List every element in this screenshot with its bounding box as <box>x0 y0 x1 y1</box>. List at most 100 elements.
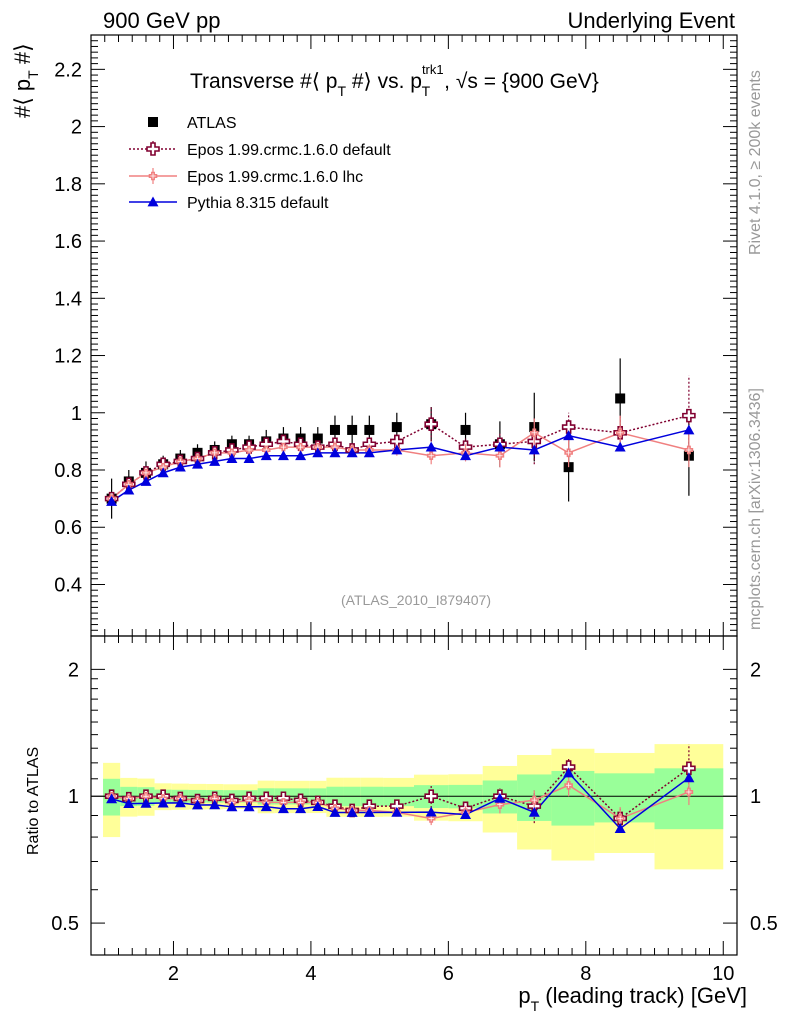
y-tick-label: 2 <box>71 117 82 139</box>
ratio-pythia-point <box>260 801 272 812</box>
ratio-pythia-point <box>460 809 472 820</box>
ratio-pythia-point <box>226 801 238 812</box>
pythia-point <box>295 450 307 461</box>
legend: ATLAS Epos 1.99.crmc.1.6.0 default Epos 1.… <box>129 115 391 212</box>
legend-pythia-marker <box>147 196 159 207</box>
epos-lhc-point <box>684 445 694 455</box>
pythia-point <box>174 461 186 472</box>
atlas-point <box>312 433 323 444</box>
ratio-epos-lhc-point <box>426 814 436 823</box>
pythia-point <box>528 444 540 455</box>
ratio-epos-default-point <box>424 789 438 804</box>
mcplots-label: mcplots.cern.ch [arXiv:1306.3436] <box>747 388 764 630</box>
x-tick-label: 2 <box>168 963 179 985</box>
atlas-point <box>329 424 340 435</box>
epos-lhc-point <box>296 442 305 452</box>
pythia-point <box>106 495 118 506</box>
x-tick-label: 8 <box>580 963 591 985</box>
epos-lhc-point <box>426 451 436 460</box>
epos-lhc-point <box>279 442 288 452</box>
chart-title: Transverse #⟨ pT #⟩ vs. ptrk1 T, √s = {90… <box>190 62 599 99</box>
epos-lhc-point <box>615 428 625 438</box>
ratio-epos-lhc-point <box>684 787 694 797</box>
ratio-pythia-point <box>157 797 169 808</box>
epos-default-point <box>682 408 696 423</box>
ratio-epos-lhc-point <box>529 795 539 805</box>
atlas-point <box>615 393 626 404</box>
y-tick-label: 0.8 <box>54 460 82 482</box>
y-axis-label: #⟨ pT #⟩ <box>10 43 41 118</box>
pythia-point <box>260 450 272 461</box>
atlas-point <box>391 422 402 433</box>
ratio-tick-label-right: 0.5 <box>750 913 778 935</box>
pythia-point <box>329 447 341 458</box>
epos-default-point <box>561 420 576 434</box>
ratio-epos-lhc-point <box>495 800 505 809</box>
ratio-pythia-point <box>346 807 358 817</box>
ratio-pythia-point <box>329 807 341 817</box>
pythia-point <box>614 441 626 452</box>
x-tick-label: 4 <box>305 963 316 985</box>
header-left: 900 GeV pp <box>103 8 220 33</box>
pythia-point <box>277 450 289 461</box>
ratio-pythia-point <box>277 803 289 814</box>
ratio-pythia-point <box>614 823 626 833</box>
pythia-point <box>192 458 204 469</box>
atlas-point <box>347 424 358 435</box>
ratio-epos-lhc-point <box>615 814 625 823</box>
x-tick-label: 10 <box>712 963 734 985</box>
legend-epos-lhc-label: Epos 1.99.crmc.1.6.0 lhc <box>187 169 363 186</box>
ratio-pythia-point <box>209 799 221 810</box>
ratio-frame <box>90 635 738 956</box>
ratio-axis-label: Ratio to ATLAS <box>25 747 42 855</box>
pythia-point <box>209 455 221 466</box>
ratio-pythia-point <box>106 793 118 804</box>
rivet-label: Rivet 4.1.0, ≥ 200k events <box>747 70 764 255</box>
pythia-point <box>425 441 437 452</box>
ratio-tick-label-right: 1 <box>750 786 761 808</box>
epos-lhc-point <box>244 445 254 455</box>
pythia-point <box>391 444 403 455</box>
y-tick-label: 0.6 <box>54 517 82 539</box>
ratio-pythia-point <box>174 797 186 808</box>
ratio-pythia-point <box>363 807 375 817</box>
pythia-point <box>226 453 238 463</box>
ratio-pythia-point <box>528 806 540 817</box>
x-tick-label: 6 <box>443 963 454 985</box>
pythia-point <box>683 424 695 435</box>
legend-pythia-label: Pythia 8.315 default <box>187 195 329 212</box>
ratio-tick-label: 1 <box>68 786 79 808</box>
pythia-point <box>346 447 358 458</box>
epos-lhc-point <box>210 448 220 458</box>
ratio-pythia-point <box>192 799 204 810</box>
analysis-id: (ATLAS_2010_I879407) <box>341 592 491 608</box>
y-tick-label: 1.4 <box>54 288 82 310</box>
pythia-point <box>494 441 506 452</box>
pythia-point <box>363 447 375 458</box>
y-tick-label: 0.4 <box>54 574 82 596</box>
atlas-point <box>460 424 471 435</box>
ratio-tick-label-right: 2 <box>750 659 761 681</box>
epos-default-point <box>390 434 404 449</box>
y-tick-label: 1.8 <box>54 174 82 196</box>
legend-epos-lhc-marker <box>148 171 158 181</box>
legend-atlas-marker <box>148 117 158 127</box>
epos-default-point <box>424 417 438 432</box>
ratio-pythia-point <box>243 801 255 812</box>
ratio-pythia-point <box>683 772 695 783</box>
pythia-point <box>157 467 169 478</box>
ratio-pythia-point <box>494 792 506 803</box>
pythia-point <box>312 447 324 458</box>
uncertainty-band-1sigma <box>594 773 655 823</box>
pythia-point <box>140 475 152 486</box>
ratio-pythia-point <box>295 803 307 814</box>
pythia-point <box>243 453 255 463</box>
x-axis-label: pT (leading track) [GeV] <box>518 983 747 1014</box>
atlas-point <box>364 424 375 435</box>
pythia-point <box>563 430 575 441</box>
ratio-pythia-point <box>123 798 135 809</box>
pythia-point <box>460 450 472 461</box>
epos-lhc-point <box>495 451 505 460</box>
ratio-pythia-point <box>425 806 437 817</box>
